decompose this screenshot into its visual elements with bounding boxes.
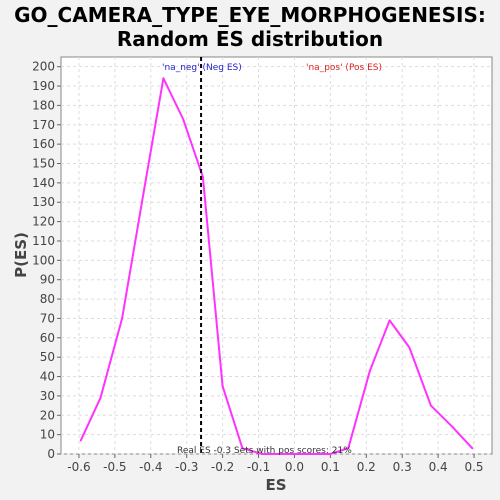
y-tick-label: 40: [40, 370, 55, 384]
series-layer: [79, 77, 474, 455]
y-axis-label: P(ES): [12, 232, 30, 278]
x-tick-label: -0.2: [211, 460, 234, 474]
x-tick-label: -0.5: [103, 460, 126, 474]
data-point: [408, 346, 411, 349]
y-tick-label: 170: [32, 118, 55, 132]
chart-title-line1: GO_CAMERA_TYPE_EYE_MORPHOGENESIS:: [14, 3, 486, 27]
data-point: [182, 117, 185, 120]
data-point: [471, 447, 474, 450]
x-axis-label: ES: [265, 476, 286, 494]
data-point: [142, 191, 145, 194]
y-tick-label: 20: [40, 408, 55, 422]
data-point: [99, 396, 102, 399]
data-point: [329, 453, 332, 455]
y-tick-label: 100: [32, 253, 55, 267]
y-tick-label: 120: [32, 215, 55, 229]
grid-lines: [61, 57, 492, 455]
x-tick-label: -0.6: [67, 460, 90, 474]
data-point: [201, 176, 204, 179]
y-tick-label: 200: [32, 60, 55, 74]
x-tick-label: -0.3: [175, 460, 198, 474]
data-point: [429, 404, 432, 407]
y-tick-label: 110: [32, 234, 55, 248]
y-tick-label: 10: [40, 428, 55, 442]
y-tick-label: 160: [32, 137, 55, 151]
y-tick-label: 0: [47, 447, 55, 461]
y-tick-label: 150: [32, 157, 55, 171]
y-axis-ticks: 0 10 20 30 40 50 60 70 80 90 100 110 120 130 140 150 160…: [32, 60, 61, 461]
x-tick-label: 0.2: [357, 460, 376, 474]
y-tick-label: 90: [40, 273, 55, 287]
data-point: [388, 319, 391, 322]
real-es-note: Real ES -0.3 Sets with pos scores: 21%: [177, 446, 352, 456]
data-point: [368, 369, 371, 372]
data-point: [347, 447, 350, 450]
data-point: [451, 425, 454, 428]
data-point: [162, 77, 165, 80]
y-tick-label: 50: [40, 350, 55, 364]
data-point: [79, 439, 82, 442]
data-point: [261, 453, 264, 455]
data-point: [121, 317, 124, 320]
y-tick-label: 70: [40, 311, 55, 325]
data-point: [221, 385, 224, 388]
data-point: [280, 453, 283, 455]
y-tick-label: 80: [40, 292, 55, 306]
x-tick-label: 0.1: [321, 460, 340, 474]
data-point: [318, 453, 321, 455]
x-tick-label: 0.3: [393, 460, 412, 474]
y-tick-label: 30: [40, 389, 55, 403]
x-tick-label: 0.5: [464, 460, 483, 474]
x-tick-label: -0.1: [247, 460, 270, 474]
data-point: [241, 447, 244, 450]
y-tick-label: 180: [32, 98, 55, 112]
neg-es-label: 'na_neg' (Neg ES): [162, 63, 242, 73]
x-axis-ticks: -0.6 -0.5 -0.4 -0.3 -0.2 -0.1 0.0 0.1 0.2 0.3 0.4 0…: [67, 454, 484, 474]
chart-title-line2: Random ES distribution: [117, 27, 383, 51]
x-tick-label: 0.4: [429, 460, 448, 474]
pos-es-label: 'na_pos' (Pos ES): [306, 63, 382, 73]
x-tick-label: -0.4: [139, 460, 162, 474]
y-tick-label: 190: [32, 79, 55, 93]
data-point: [300, 453, 303, 455]
x-tick-label: 0.0: [285, 460, 304, 474]
y-tick-label: 60: [40, 331, 55, 345]
y-tick-label: 140: [32, 176, 55, 190]
y-tick-label: 130: [32, 195, 55, 209]
